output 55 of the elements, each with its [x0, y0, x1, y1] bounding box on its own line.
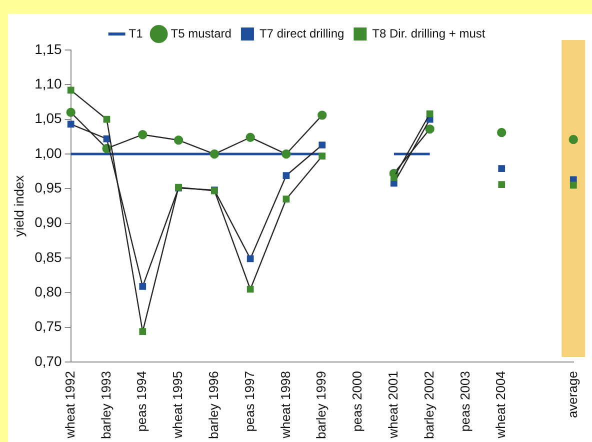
point [282, 172, 290, 179]
x-tick-label: barley 2002 [421, 371, 436, 440]
point [246, 255, 254, 262]
point [210, 149, 220, 159]
point [426, 110, 434, 118]
x-tick-label: barley 1999 [314, 371, 329, 440]
y-tick-label: 1,10 [34, 76, 62, 92]
y-tick-label: 1,00 [34, 144, 62, 161]
point [282, 196, 290, 203]
point [498, 181, 506, 188]
x-tick-label: peas 2000 [350, 371, 365, 432]
point [568, 134, 578, 144]
point [498, 165, 506, 172]
y-tick-label: 1,15 [34, 40, 62, 57]
x-tick-label: wheat 2001 [385, 371, 400, 440]
x-tick-label: wheat 1995 [170, 371, 186, 440]
point [318, 142, 326, 148]
point [67, 120, 74, 128]
y-axis-title: yield index [11, 174, 26, 237]
x-tick-label: barley 1996 [206, 371, 222, 440]
point [318, 152, 326, 160]
point [66, 108, 76, 118]
y-tick-label: 0,75 [34, 318, 62, 334]
y-tick-label: 0,80 [34, 284, 62, 300]
x-tick-label: average [564, 371, 580, 418]
y-tick-label: 1,05 [34, 110, 62, 126]
x-tick-label: wheat 1992 [62, 371, 78, 440]
legend-label: T5 mustard [170, 26, 232, 40]
point [390, 174, 398, 182]
x-tick-label: barley 1993 [98, 371, 114, 440]
point [497, 128, 506, 138]
point [138, 130, 148, 140]
point [103, 116, 110, 123]
point [246, 132, 255, 142]
point [174, 136, 184, 145]
x-tick-label: peas 2003 [457, 371, 472, 432]
point [67, 86, 74, 94]
legend-label: T1 [128, 26, 144, 40]
point [318, 110, 327, 120]
point [282, 149, 291, 159]
point [139, 328, 146, 335]
y-tick-label: 0,90 [34, 214, 62, 230]
x-tick-label: peas 1994 [134, 371, 150, 432]
point [570, 182, 577, 189]
x-tick-label: wheat 2004 [493, 371, 508, 440]
legend-label: T7 direct drilling [259, 26, 344, 40]
x-tick-label: wheat 1998 [278, 371, 293, 440]
point [139, 283, 146, 290]
y-tick-label: 0,95 [34, 180, 62, 196]
point [425, 124, 434, 134]
x-tick-label: peas 1997 [242, 371, 257, 432]
y-tick-label: 0,70 [34, 352, 62, 369]
legend-label: T8 Dir. drilling + must [372, 26, 486, 40]
y-tick-label: 0,85 [34, 248, 62, 265]
point [246, 286, 254, 293]
